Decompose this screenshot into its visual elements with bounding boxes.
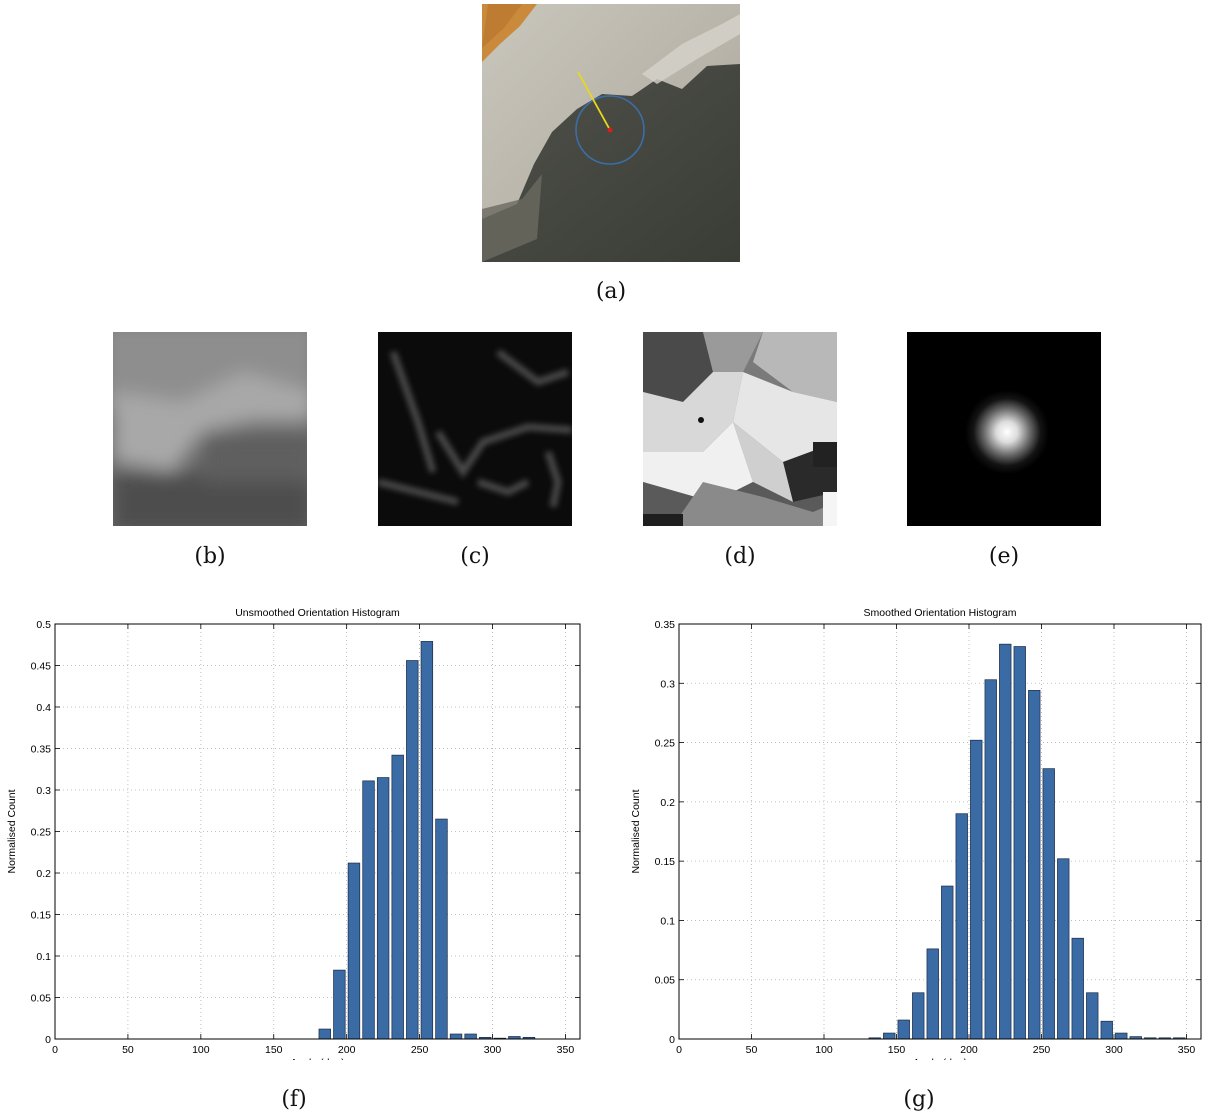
y-tick-label: 0.05 [31,993,52,1005]
caption-c: (c) [460,544,490,569]
x-tick-label: 0 [52,1044,58,1056]
y-tick-label: 0.45 [31,661,52,673]
histogram-bar [449,1033,463,1040]
histogram-bar [1100,1020,1113,1040]
histogram-bar [883,1032,896,1040]
y-axis-label: Normalised Count [6,789,18,873]
histogram-bar [1028,690,1041,1040]
keypoint-orientation-line [577,71,611,131]
axes-box [678,623,1202,1040]
ridge-highlight [642,14,740,84]
chart-title: Unsmoothed Orientation Histogram [235,607,400,619]
mid-rock-region [482,174,542,262]
caption-f: (f) [281,1087,307,1112]
x-tick-label: 50 [122,1044,134,1056]
histogram-bar [406,660,419,1040]
histogram-bar [362,780,375,1040]
y-tick-label: 0.1 [36,951,51,963]
histogram-bar [1042,768,1055,1040]
histogram-bar [955,813,968,1040]
x-tick-label: 100 [192,1044,210,1056]
x-tick-label: 50 [746,1044,758,1056]
gaussian-blob [965,390,1049,474]
x-tick-label: 250 [1033,1044,1051,1056]
y-tick-label: 0.05 [655,975,676,987]
y-tick-label: 0.25 [31,827,52,839]
histogram-bar [420,641,434,1040]
histogram-bar [897,1019,910,1040]
histogram-bar [970,739,983,1040]
wood-grain [482,4,522,48]
histogram-bar [435,818,448,1040]
histogram-bar [1071,937,1084,1040]
y-tick-label: 0 [45,1034,51,1046]
keypoint-center-dot [607,127,613,133]
y-tick-label: 0.3 [660,678,675,690]
gradient-magnitude-image [378,332,572,526]
gradient-orientation-image [643,332,837,526]
y-tick-label: 0.25 [655,738,676,750]
chart-title: Smoothed Orientation Histogram [864,607,1017,619]
x-tick-label: 300 [1105,1044,1123,1056]
histogram-bar [1057,858,1070,1040]
x-tick-label: 200 [960,1044,978,1056]
histogram-bar [333,969,346,1040]
caption-g: (g) [903,1087,935,1112]
blurred-patch-svg [113,332,307,526]
y-tick-label: 0 [669,1034,675,1046]
caption-e: (e) [988,544,1020,569]
gradient-magnitude-svg [378,332,572,526]
histogram-bar [912,992,925,1040]
blurred-patch-image [113,332,307,526]
histogram-bar [1086,992,1099,1040]
keypoint-patch-image [482,4,740,262]
dark-rock-region [482,64,740,262]
y-tick-label: 0.15 [655,856,676,868]
x-tick-label: 200 [338,1044,356,1056]
x-axis-label: Angle (deg) [913,1057,967,1060]
caption-a: (a) [595,279,627,304]
histogram-bar [941,885,954,1040]
histogram-bar [391,754,404,1040]
keypoint-scale-circle [575,95,645,165]
y-tick-label: 0.1 [660,915,675,927]
histogram-bar [999,643,1012,1040]
plot-area [679,624,1201,1039]
x-tick-label: 350 [1178,1044,1196,1056]
y-tick-label: 0.35 [655,619,676,631]
x-tick-label: 300 [484,1044,502,1056]
x-tick-label: 250 [411,1044,429,1056]
x-tick-label: 100 [815,1044,833,1056]
y-tick-label: 0.35 [31,744,52,756]
x-tick-label: 150 [888,1044,906,1056]
caption-d: (d) [724,544,756,569]
smoothed-histogram-chart: 0 50 100 150 200 250 300 350 0 0.05 0.1 0.15 0.2 0.25… [630,607,1202,1060]
gradient-orientation-svg [643,332,837,526]
y-tick-label: 0.3 [36,785,51,797]
histogram-bar [318,1028,331,1040]
y-axis-label: Normalised Count [630,789,642,873]
y-tick-label: 0.4 [36,702,51,714]
x-tick-label: 350 [557,1044,575,1056]
x-tick-label: 150 [265,1044,283,1056]
y-tick-label: 0.2 [660,797,675,809]
histogram-bar [926,948,939,1040]
gaussian-weight-svg [907,332,1101,526]
keypoint-patch-svg [482,4,740,262]
histogram-bar [464,1033,477,1040]
plot-area [55,624,580,1039]
gaussian-weight-image [907,332,1101,526]
unsmoothed-histogram-chart: 0 50 100 150 200 250 300 350 0 0.05 0.1 0.15 0.2 0.25… [6,607,581,1060]
y-tick-label: 0.5 [36,619,51,631]
histogram-bar [1013,646,1026,1040]
histogram-bar [376,777,390,1040]
caption-b: (b) [194,544,226,569]
histogram-bar [984,679,997,1040]
histogram-bar [1115,1032,1128,1040]
x-axis-label: Angle (deg) [290,1057,344,1060]
y-tick-label: 0.15 [31,910,52,922]
y-tick-label: 0.2 [36,868,51,880]
x-tick-label: 0 [676,1044,682,1056]
histogram-bar [347,862,361,1040]
